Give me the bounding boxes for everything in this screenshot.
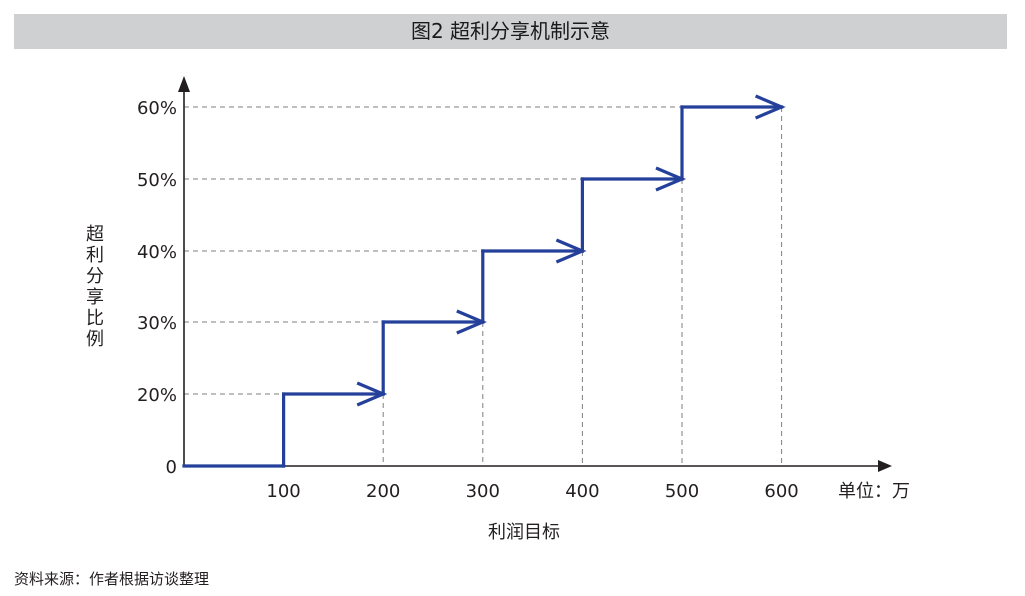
y-tick-label: 0 — [166, 457, 177, 478]
y-axis-label: 超利分享比例 — [86, 224, 104, 350]
series-layer — [182, 94, 786, 468]
axes — [178, 76, 892, 472]
step-arrowhead — [356, 381, 388, 407]
x-tick-label: 300 — [466, 481, 500, 502]
y-axis-arrow — [178, 76, 190, 92]
tick-labels: 100 200 300 400 500 600 0 20% 30% 40% 50% 60% — [137, 98, 799, 502]
y-tick-label: 50% — [137, 170, 177, 191]
x-tick-label: 600 — [764, 481, 798, 502]
y-tick-label: 60% — [137, 98, 177, 119]
title-bar: 图2 超利分享机制示意 — [14, 14, 1007, 49]
x-tick-label: 100 — [266, 481, 300, 502]
y-tick-label: 20% — [137, 385, 177, 406]
step-arrowhead — [655, 166, 687, 192]
step-arrowhead — [456, 309, 487, 335]
x-axis-arrow — [878, 460, 892, 472]
y-tick-label: 40% — [137, 242, 177, 263]
x-tick-label: 400 — [565, 481, 599, 502]
x-unit-label: 单位：万 — [838, 481, 910, 502]
chart-title: 图2 超利分享机制示意 — [410, 19, 611, 43]
y-axis-label-text: 超利分享比例 — [86, 224, 104, 350]
step-arrowhead — [555, 238, 587, 264]
x-tick-label: 200 — [366, 481, 400, 502]
x-tick-label: 500 — [665, 481, 699, 502]
source-note: 资料来源：作者根据访谈整理 — [14, 570, 210, 588]
x-axis-label: 利润目标 — [488, 522, 560, 543]
y-tick-label: 30% — [137, 313, 177, 334]
step-arrowhead — [754, 94, 786, 120]
